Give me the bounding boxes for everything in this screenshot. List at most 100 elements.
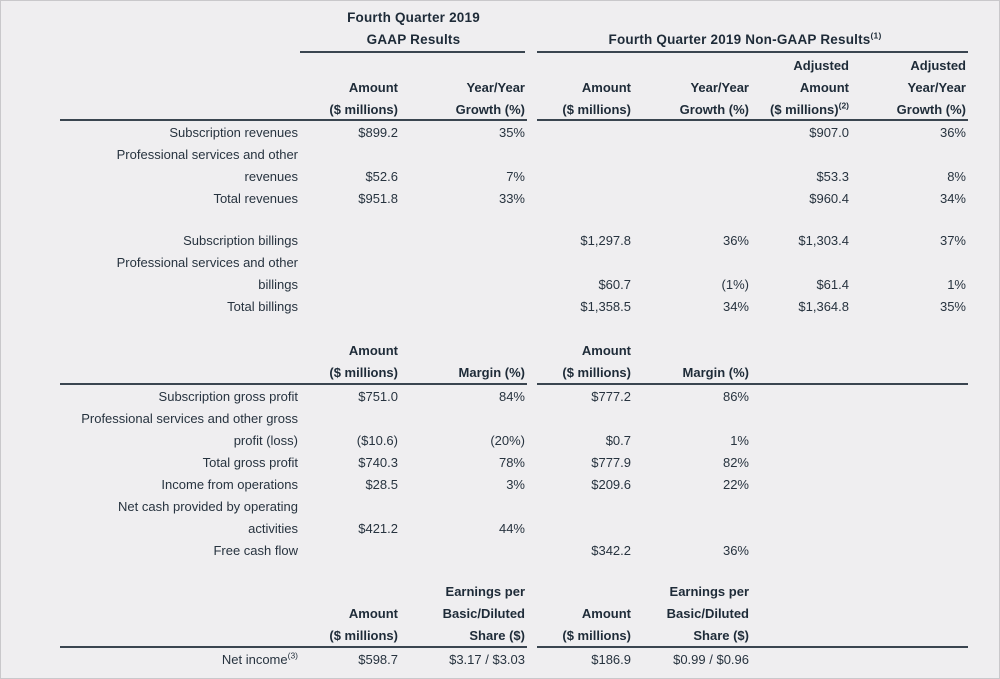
nongaap-title: Fourth Quarter 2019 Non-GAAP Results(1)	[537, 30, 953, 47]
table-row: Total gross profit $740.3 78% $777.9 82%	[0, 451, 968, 473]
adjusted-amount-header: Adjusted	[793, 57, 849, 73]
gaap-title-line1: Fourth Quarter 2019	[347, 10, 480, 25]
adjusted-growth-header: Adjusted	[910, 57, 966, 73]
table-row: ($ millions) Growth (%) ($ millions) Growth…	[0, 98, 968, 120]
table-row: Professional services and other	[0, 251, 968, 273]
row-label: Total revenues	[213, 190, 298, 206]
footnote-marker: (3)	[287, 650, 298, 661]
nongaap-margin-value: 86%	[722, 388, 749, 404]
nongaap-amount-value: $1,358.5	[580, 298, 631, 314]
table-row: Professional services and other gross	[0, 407, 968, 429]
table-header: Fourth Quarter 2019 GAAP Results Fourth …	[0, 0, 968, 122]
gaap-amount-header: Amount	[348, 342, 398, 358]
nongaap-growth-header: Year/Year	[690, 79, 749, 95]
gaap-margin-header: Margin (%)	[458, 364, 525, 380]
section-eps: Earnings per Earnings per Amount Basic/Dilu…	[0, 580, 968, 670]
gaap-amount-value: $951.8	[358, 190, 398, 206]
gaap-margin-value: (20%)	[490, 432, 525, 448]
section-rule-left-segment	[60, 646, 527, 648]
nongaap-eps-header: Earnings per	[669, 583, 749, 599]
column-headers: Adjusted Adjusted Amount Year/Year Amount Yea…	[0, 54, 968, 120]
nongaap-amount-header: Amount	[581, 605, 631, 621]
table-row: Income from operations $28.5 3% $209.6 22%	[0, 473, 968, 495]
gaap-amount-value: $421.2	[358, 520, 398, 536]
table-row: Adjusted Adjusted	[0, 54, 968, 76]
nongaap-footnote-marker: (1)	[870, 30, 882, 41]
footnote-marker: (2)	[838, 100, 849, 111]
table-row: Earnings per Earnings per	[0, 580, 968, 602]
table-row: Subscription revenues $899.2 35% $907.0 36%	[0, 121, 968, 143]
row-label: Subscription revenues	[169, 124, 298, 140]
gaap-margin-value: 84%	[498, 388, 525, 404]
adjusted-growth-value: 37%	[939, 232, 966, 248]
gaap-amount-header: Amount	[348, 79, 398, 95]
table-row: Total revenues $951.8 33% $960.4 34%	[0, 187, 968, 209]
gaap-amount-value: $598.7	[358, 651, 398, 667]
nongaap-amount-value: $209.6	[591, 476, 631, 492]
nongaap-eps-header: Share ($)	[693, 627, 749, 643]
gaap-amount-value: ($10.6)	[356, 432, 398, 448]
row-label: Free cash flow	[213, 542, 298, 558]
section-rule	[60, 646, 968, 648]
gaap-amount-value: $899.2	[358, 124, 398, 140]
table-row: activities $421.2 44%	[0, 517, 968, 539]
gaap-margin-value: 44%	[498, 520, 525, 536]
nongaap-growth-value: 34%	[722, 298, 749, 314]
header-rule	[60, 119, 968, 121]
nongaap-margin-value: 82%	[722, 454, 749, 470]
section-revenues: Subscription revenues $899.2 35% $907.0 36% P…	[0, 121, 968, 209]
section-billings: Subscription billings $1,297.8 36% $1,303.4…	[0, 229, 968, 317]
adjusted-growth-value: 8%	[947, 168, 966, 184]
gaap-amount-header: Amount	[348, 605, 398, 621]
table-row: revenues $52.6 7% $53.3 8%	[0, 165, 968, 187]
row-label: Net cash provided by operating	[118, 498, 298, 514]
section-rule-right-segment	[537, 383, 968, 385]
nongaap-margin-value: 1%	[730, 432, 749, 448]
adjusted-growth-value: 1%	[947, 276, 966, 292]
nongaap-amount-header: ($ millions)	[562, 627, 631, 643]
adjusted-amount-value: $61.4	[816, 276, 849, 292]
table-row: Amount Basic/Diluted Amount Basic/Diluted	[0, 602, 968, 624]
table-row: Net income(3) $598.7 $3.17 / $3.03 $186.9 $0…	[0, 648, 968, 670]
nongaap-amount-header: ($ millions)	[562, 364, 631, 380]
nongaap-growth-header: Growth (%)	[679, 101, 749, 117]
gaap-amount-header: ($ millions)	[329, 101, 398, 117]
row-label: Subscription gross profit	[158, 388, 298, 404]
table-row: Amount Year/Year Amount Year/Year Amount Year…	[0, 76, 968, 98]
nongaap-eps-header: Basic/Diluted	[666, 605, 749, 621]
adjusted-amount-header: ($ millions)(2)	[769, 100, 849, 117]
row-label: Subscription billings	[183, 232, 298, 248]
nongaap-title-underline	[537, 51, 968, 53]
adjusted-growth-header: Growth (%)	[896, 101, 966, 117]
nongaap-amount-header: Amount	[581, 79, 631, 95]
gaap-margin-value: 78%	[498, 454, 525, 470]
gaap-growth-header: Growth (%)	[455, 101, 525, 117]
section-rule-left-segment	[60, 383, 527, 385]
row-label: profit (loss)	[233, 432, 298, 448]
gaap-growth-value: 33%	[498, 190, 525, 206]
gaap-title-underline	[300, 51, 525, 53]
nongaap-growth-value: (1%)	[721, 276, 749, 292]
section-rule	[60, 383, 968, 385]
gaap-amount-header: ($ millions)	[329, 364, 398, 380]
table-row: Free cash flow $342.2 36%	[0, 539, 968, 561]
gaap-eps-header: Share ($)	[469, 627, 525, 643]
nongaap-amount-value: $342.2	[591, 542, 631, 558]
gaap-growth-value: 7%	[506, 168, 525, 184]
table-row: billings $60.7 (1%) $61.4 1%	[0, 273, 968, 295]
nongaap-growth-value: 36%	[722, 232, 749, 248]
nongaap-amount-value: $186.9	[591, 651, 631, 667]
adjusted-amount-header: Amount	[799, 79, 849, 95]
adjusted-amount-value: $53.3	[816, 168, 849, 184]
nongaap-amount-value: $777.9	[591, 454, 631, 470]
table-row: profit (loss) ($10.6) (20%) $0.7 1%	[0, 429, 968, 451]
adjusted-amount-value: $960.4	[809, 190, 849, 206]
nongaap-amount-value: $1,297.8	[580, 232, 631, 248]
gaap-amount-value: $751.0	[358, 388, 398, 404]
adjusted-amount-value: $1,364.8	[798, 298, 849, 314]
row-label: Professional services and other	[116, 146, 298, 162]
section-rule-right-segment	[537, 646, 968, 648]
table-row: Net cash provided by operating	[0, 495, 968, 517]
row-label: Total billings	[227, 298, 298, 314]
nongaap-amount-header: Amount	[581, 342, 631, 358]
